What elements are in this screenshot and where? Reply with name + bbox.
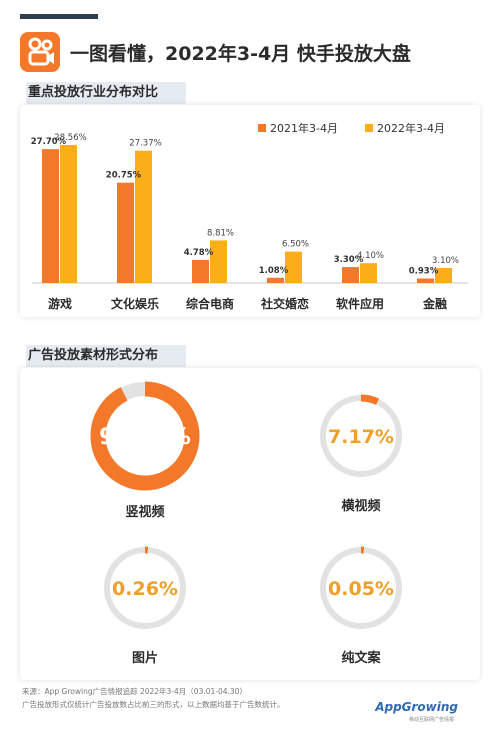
bar-2021-3 (267, 277, 284, 283)
bar-2021-1 (117, 182, 134, 283)
ring-value-1: 7.17% (328, 426, 394, 448)
bar-2022-3 (285, 251, 302, 283)
legend-swatch-0 (258, 124, 266, 132)
bar-2021-2 (192, 259, 209, 283)
format-chart-panel: 92.52% 竖视频 7.17% 横视频 0.26% 图片 0.05% 纯文案 (20, 368, 480, 680)
data-label-2022-5: 3.10% (432, 256, 459, 266)
data-label-2022-3: 6.50% (282, 240, 309, 250)
ring-arc-3 (319, 546, 403, 630)
footer-note: 广告投放形式仅统计广告投放数占比前三的形式，以上数据均基于广告数统计。 (22, 700, 285, 709)
data-label-2021-0: 27.70% (31, 137, 67, 147)
data-label-2022-1: 27.37% (129, 139, 161, 149)
data-label-2021-5: 0.93% (409, 267, 439, 277)
footer-source: 来源：App Growing广告情报追踪 2022年3-4月（03.01-04.… (22, 687, 247, 696)
appgrowing-brand-sub: 移动互联网广告情报 (408, 717, 454, 723)
legend-label-1: 2022年3-4月 (377, 121, 445, 135)
ring-arc-1 (319, 394, 403, 478)
section-header-industry: 重点投放行业分布对比 (26, 82, 186, 104)
bar-2022-4 (360, 263, 377, 283)
bar-2021-4 (342, 267, 359, 283)
footer-notes: 来源：App Growing广告情报追踪 2022年3-4月（03.01-04.… (22, 685, 285, 711)
page-title: 一图看懂，2022年3-4月 快手投放大盘 (70, 42, 411, 65)
category-label-0: 游戏 (48, 296, 72, 311)
ring-value-2: 0.26% (112, 578, 178, 600)
category-label-5: 金融 (422, 296, 447, 311)
legend-swatch-1 (365, 124, 373, 132)
bar-2021-0 (42, 149, 59, 283)
data-label-2022-4: 4.10% (357, 251, 384, 261)
section-header-format: 广告投放素材形式分布 (26, 345, 186, 367)
data-label-2021-4: 3.30% (334, 255, 364, 265)
data-label-2021-1: 20.75% (106, 171, 142, 181)
data-label-2022-2: 8.81% (207, 228, 234, 238)
ring-label-3: 纯文案 (341, 650, 381, 666)
industry-chart-panel: 2021年3-4月 2022年3-4月 27.70% 28.56% 游戏 20.75% 27… (20, 105, 480, 317)
section-title-format: 广告投放素材形式分布 (28, 348, 159, 363)
ring-value-0: 92.52% (99, 425, 191, 450)
category-label-1: 文化娱乐 (111, 296, 159, 311)
bar-2022-2 (210, 240, 227, 283)
ring-label-2: 图片 (132, 650, 158, 666)
bar-2021-5 (417, 278, 434, 283)
section-title-industry: 重点投放行业分布对比 (28, 85, 159, 100)
ring-arc-0 (90, 381, 200, 491)
data-label-2021-2: 4.78% (184, 248, 214, 258)
category-label-2: 综合电商 (186, 296, 234, 311)
legend-label-0: 2021年3-4月 (270, 121, 338, 135)
bar-2022-0 (60, 144, 77, 283)
ring-arc-2 (103, 546, 187, 630)
category-label-4: 软件应用 (336, 296, 384, 311)
page-header: 一图看懂，2022年3-4月 快手投放大盘 (20, 32, 411, 72)
category-label-3: 社交婚恋 (260, 296, 309, 311)
appgrowing-brand: AppGrowing (375, 700, 458, 714)
data-label-2022-0: 28.56% (54, 133, 86, 143)
ring-label-0: 竖视频 (125, 504, 164, 520)
top-accent-bar (20, 14, 98, 19)
bar-2022-5 (435, 268, 452, 283)
bar-2022-1 (135, 150, 152, 283)
ring-value-3: 0.05% (328, 578, 394, 600)
format-ring-charts: 92.52% 竖视频 7.17% 横视频 0.26% 图片 0.05% 纯文案 (90, 381, 403, 666)
data-label-2021-3: 1.08% (259, 266, 289, 276)
kuaishou-logo-icon (20, 32, 60, 72)
ring-label-1: 横视频 (341, 498, 380, 514)
industry-bar-chart: 2021年3-4月 2022年3-4月 27.70%28.56% 游戏 20.75% 27… (31, 121, 468, 311)
